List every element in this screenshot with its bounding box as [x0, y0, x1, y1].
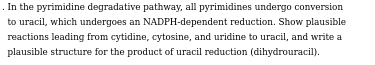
Text: . In the pyrimidine degradative pathway, all pyrimidines undergo conversion: . In the pyrimidine degradative pathway,…	[2, 3, 343, 12]
Text: reactions leading from cytidine, cytosine, and uridine to uracil, and write a: reactions leading from cytidine, cytosin…	[2, 33, 342, 42]
Text: to uracil, which undergoes an NADPH-dependent reduction. Show plausible: to uracil, which undergoes an NADPH-depe…	[2, 18, 346, 27]
Text: plausible structure for the product of uracil reduction (dihydrouracil).: plausible structure for the product of u…	[2, 48, 320, 57]
